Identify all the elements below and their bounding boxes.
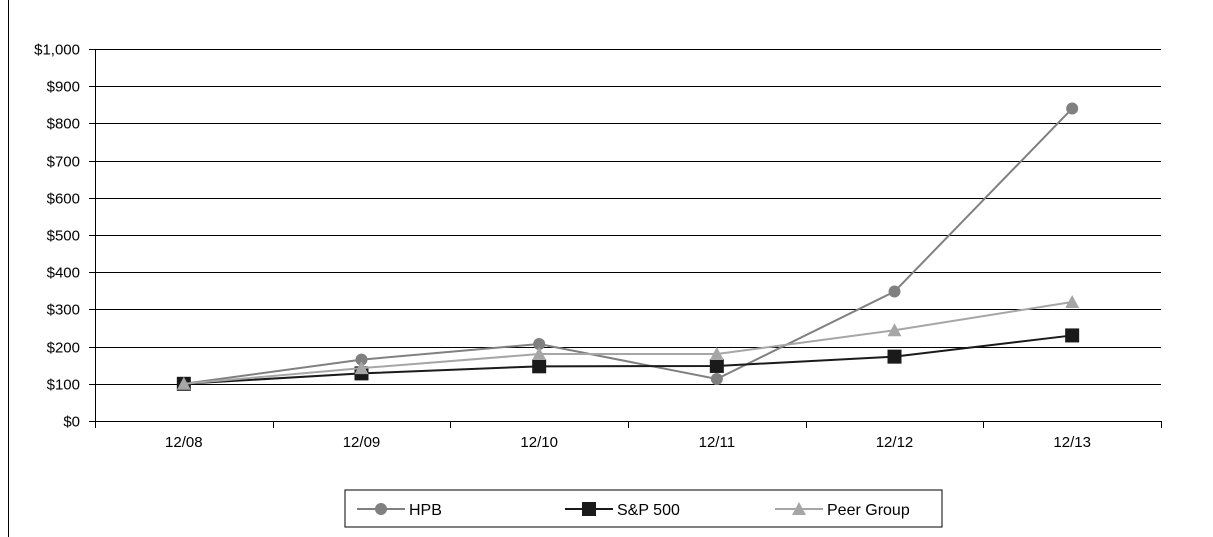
data-point-hpb [888,285,901,298]
y-tick-label: $200 [47,340,80,357]
legend-entry-s-p-500: S&P 500 [565,502,680,519]
legend-box [344,489,943,528]
y-tick-label: $1,000 [34,42,80,59]
legend-label-hpb: HPB [409,502,442,519]
legend-marker-s-p-500 [582,502,596,516]
legend-label-s-p-500: S&P 500 [617,502,680,519]
legend-entry-hpb: HPB [357,502,442,519]
chart-frame [8,0,9,537]
data-point-peer-group [709,347,724,361]
y-tick-label: $600 [47,191,80,208]
series-peer-group [176,294,1080,390]
y-tick-label: $400 [47,265,80,282]
data-point-peer-group [176,376,191,390]
data-point-hpb [355,353,368,366]
legend-label-peer-group: Peer Group [827,502,910,519]
legend: HPB S&P 500 Peer Group [344,489,943,528]
x-tick-label: 12/12 [876,434,914,451]
y-axis: $0 $100 $200 $300 $400 $500 $600 $700 $800 $900 $1… [34,42,96,431]
data-point-s-p-500 [532,359,547,374]
grid-lines [95,49,1161,385]
series-line-peer-group [183,300,1073,385]
data-point-s-p-500 [709,358,724,373]
legend-marker-hpb [375,503,387,515]
series-layer [176,102,1080,391]
y-tick-label: $100 [47,377,80,394]
x-tick-label: 12/13 [1053,434,1091,451]
legend-marker-peer-group [792,502,806,515]
x-tick-label: 12/10 [520,434,558,451]
data-point-hpb [710,372,723,385]
data-point-s-p-500 [887,349,902,364]
series-s-p-500 [176,328,1080,391]
data-point-s-p-500 [1065,328,1080,343]
legend-entry-peer-group: Peer Group [775,502,910,519]
y-tick-label: $800 [47,116,80,133]
y-tick-label: $500 [47,228,80,245]
x-axis: 12/08 12/09 12/10 12/11 12/12 12/13 [95,421,1162,451]
x-tick-label: 12/11 [699,434,735,451]
x-tick-label: 12/08 [165,434,203,451]
data-point-hpb [1066,102,1079,115]
series-line-s-p-500 [183,334,1073,385]
series-line-hpb [183,107,1073,385]
series-hpb [177,102,1079,390]
data-point-peer-group [532,347,547,361]
data-point-hpb [533,337,546,350]
data-point-peer-group [887,323,902,337]
y-tick-label: $900 [47,79,80,96]
y-tick-label: $300 [47,302,80,319]
data-point-peer-group [354,361,369,375]
x-tick-label: 12/09 [343,434,381,451]
y-tick-label: $700 [47,154,80,171]
data-point-peer-group [1065,294,1080,308]
y-tick-label: $0 [63,414,80,431]
